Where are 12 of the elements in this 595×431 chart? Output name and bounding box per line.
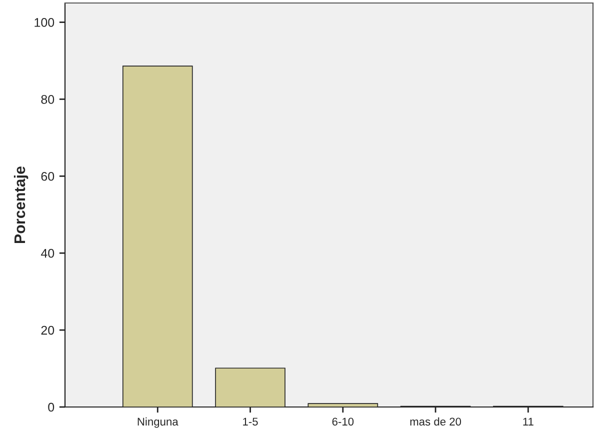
y-tick-label: 100 bbox=[34, 18, 54, 27]
y-tick-label: 20 bbox=[41, 326, 54, 335]
x-tick-label: mas de 20 bbox=[410, 417, 462, 426]
y-tick-label: 60 bbox=[41, 172, 54, 181]
x-tick-label: Ninguna bbox=[138, 417, 178, 428]
x-tick-label: 1-5 bbox=[243, 418, 258, 426]
y-tick-label: 80 bbox=[41, 94, 54, 104]
x-tick-label: 6-10 bbox=[332, 418, 354, 426]
y-axis-title: Porcentaje bbox=[14, 166, 28, 244]
y-tick-label: 40 bbox=[40, 248, 54, 258]
y-tick-label: 0 bbox=[48, 402, 54, 412]
x-tick-label: 11 bbox=[523, 418, 534, 426]
